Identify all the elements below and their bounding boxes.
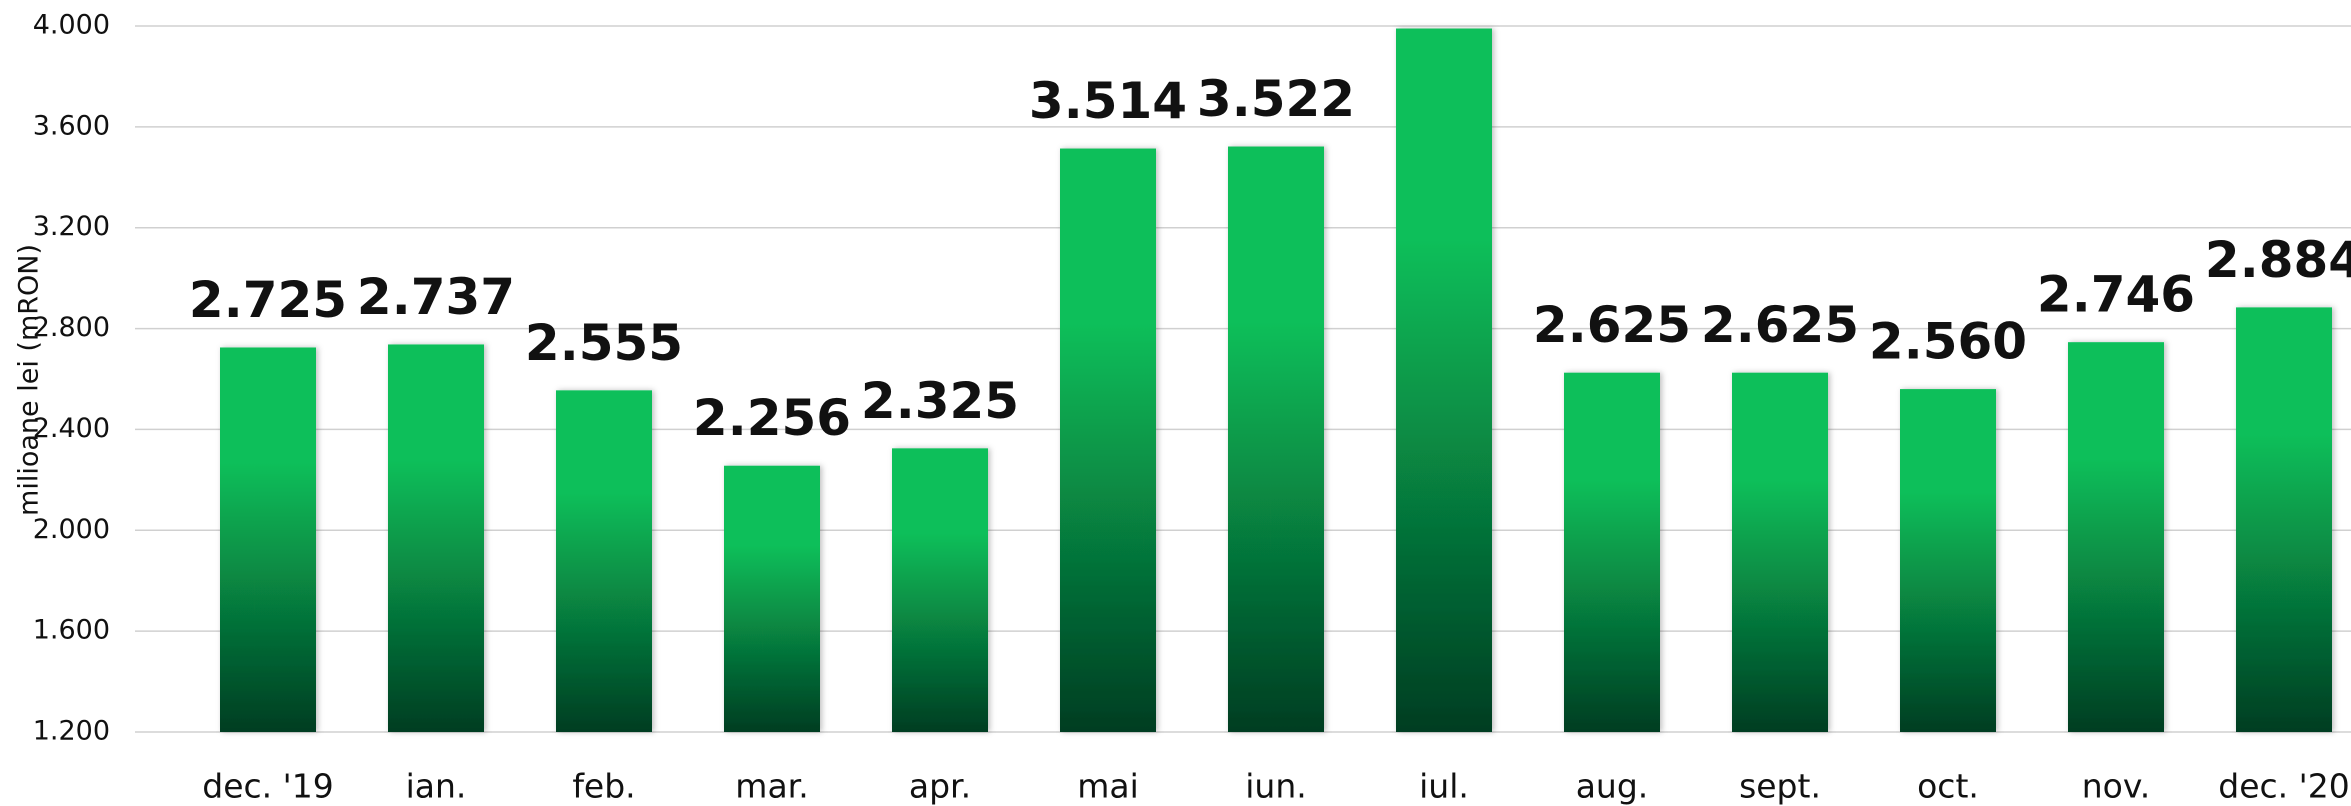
bar — [556, 390, 652, 732]
y-tick-label: 3.600 — [33, 110, 110, 141]
value-label: 2.325 — [861, 372, 1019, 430]
bar — [892, 448, 988, 732]
bar — [2068, 342, 2164, 732]
chart: milioane lei (mRON) 1.200 1.600 2.000 2.400… — [0, 0, 2351, 806]
bar — [1732, 373, 1828, 732]
y-tick-label: 2.800 — [33, 312, 110, 343]
value-label: 2.884 — [2205, 231, 2351, 289]
y-tick-label: 1.600 — [33, 615, 110, 646]
y-tick-label: 4.000 — [33, 10, 110, 41]
x-tick-label: iul. — [1419, 767, 1469, 806]
bar — [1228, 147, 1324, 732]
x-tick-label: apr. — [909, 767, 971, 806]
x-tick-label: nov. — [2082, 767, 2151, 806]
page: milioane lei (mRON) 1.200 1.600 2.000 2.400… — [0, 0, 2351, 806]
y-tick-label: 2.400 — [33, 413, 110, 444]
value-label: 3.522 — [1197, 70, 1355, 128]
value-label: 2.625 — [1533, 296, 1691, 354]
value-label: 2.625 — [1701, 296, 1859, 354]
x-tick-label: sept. — [1739, 767, 1821, 806]
y-tick-label: 2.000 — [33, 514, 110, 545]
x-tick-label: dec. '19 — [202, 767, 333, 806]
x-tick-label: iun. — [1245, 767, 1307, 806]
value-label: 2.256 — [693, 389, 851, 447]
x-tick-label: oct. — [1917, 767, 1979, 806]
x-tick-label: dec. '20 — [2218, 767, 2349, 806]
x-tick-label: mai — [1077, 767, 1139, 806]
value-label: 2.555 — [525, 314, 683, 372]
y-tick-label: 3.200 — [33, 211, 110, 242]
x-tick-label: ian. — [406, 767, 467, 806]
bar — [1900, 389, 1996, 732]
x-tick-label: mar. — [735, 767, 808, 806]
x-tick-label: aug. — [1576, 767, 1649, 806]
value-label: 2.737 — [357, 268, 515, 326]
bar — [388, 344, 484, 732]
bar — [2236, 307, 2332, 732]
bar — [1564, 373, 1660, 732]
x-tick-label: feb. — [572, 767, 635, 806]
value-label: 3.990 — [1365, 0, 1523, 10]
y-tick-label: 1.200 — [33, 716, 110, 747]
value-label: 2.746 — [2037, 266, 2195, 324]
bar — [1396, 29, 1492, 732]
value-label: 2.725 — [189, 271, 347, 329]
y-axis-label: milioane lei (mRON) — [14, 244, 45, 516]
bar — [1060, 149, 1156, 732]
bar — [724, 466, 820, 732]
value-label: 2.560 — [1869, 313, 2027, 371]
bar — [220, 347, 316, 732]
value-label: 3.514 — [1029, 72, 1187, 130]
